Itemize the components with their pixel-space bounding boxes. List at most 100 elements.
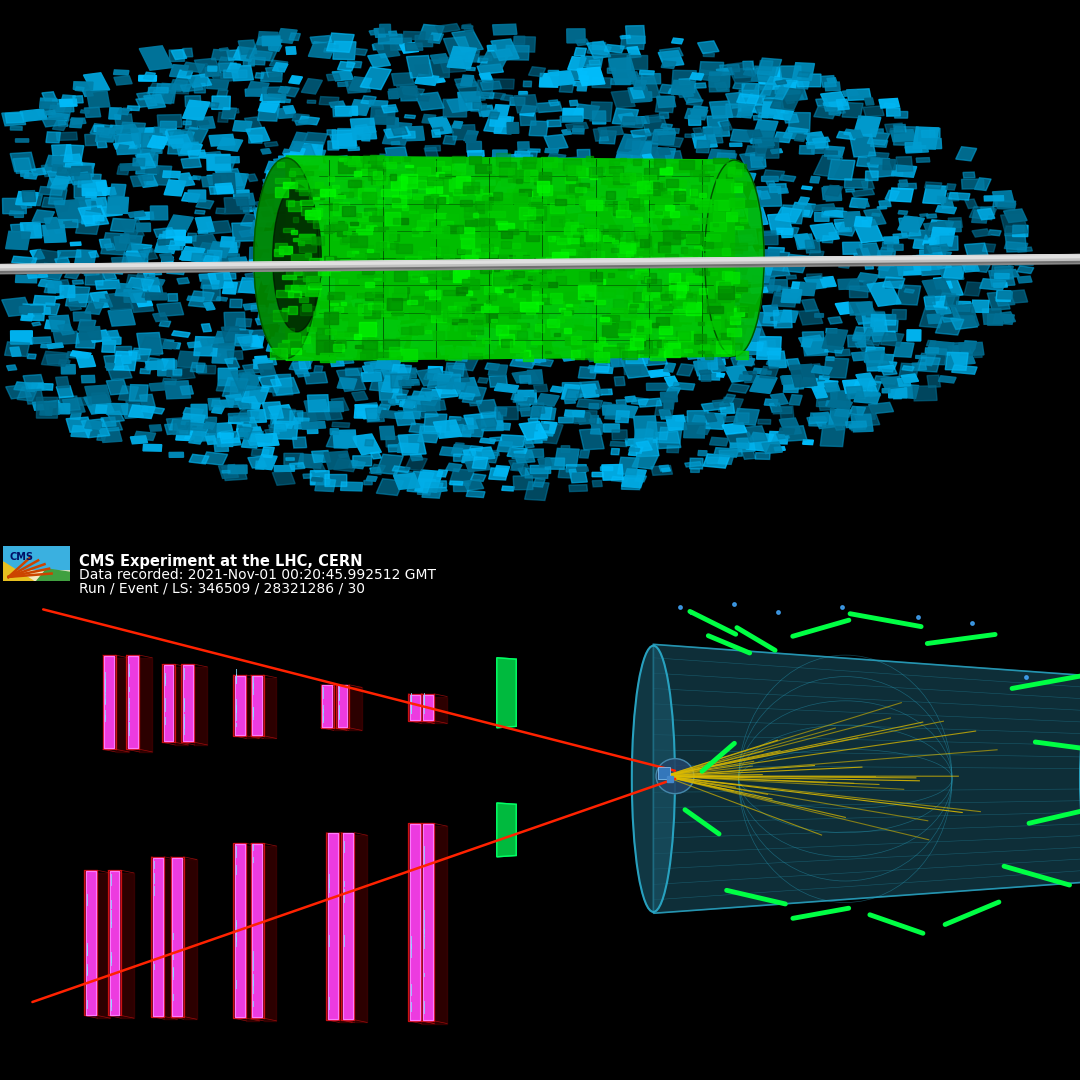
Bar	[675, 273, 689, 284]
Polygon shape	[103, 656, 116, 750]
Bar	[121, 219, 144, 238]
Bar	[665, 178, 691, 191]
Bar	[364, 208, 377, 215]
Bar	[198, 417, 217, 432]
Bar	[723, 422, 747, 434]
Bar	[225, 173, 248, 189]
Bar	[639, 70, 654, 75]
Bar	[535, 354, 545, 362]
Bar	[504, 289, 513, 293]
Bar	[354, 337, 367, 349]
Bar	[218, 464, 239, 478]
Bar	[593, 201, 611, 206]
Bar	[303, 272, 318, 282]
Bar	[578, 251, 594, 260]
Bar	[184, 407, 203, 416]
Bar	[324, 225, 335, 233]
Bar	[108, 309, 135, 326]
Bar	[323, 288, 335, 295]
Bar	[207, 174, 228, 185]
Polygon shape	[286, 156, 734, 361]
Bar	[260, 253, 285, 264]
Bar	[288, 307, 297, 314]
Bar	[341, 296, 352, 303]
Bar	[148, 282, 163, 295]
Bar	[465, 292, 472, 295]
Bar	[279, 156, 288, 160]
Bar	[337, 62, 355, 71]
Bar	[802, 440, 813, 445]
Bar	[324, 49, 336, 53]
Bar	[625, 170, 654, 191]
Bar	[435, 78, 445, 83]
Bar	[492, 181, 516, 198]
Bar	[365, 253, 379, 264]
Bar	[589, 418, 604, 428]
Bar	[605, 293, 616, 301]
Bar	[81, 419, 110, 437]
Bar	[268, 98, 275, 103]
Bar	[76, 199, 91, 210]
Bar	[424, 310, 430, 312]
Bar	[133, 159, 145, 166]
Bar	[612, 233, 621, 238]
Bar	[492, 24, 517, 35]
Bar	[535, 432, 548, 440]
Bar	[198, 117, 215, 129]
Bar	[712, 179, 735, 187]
Bar	[188, 150, 206, 158]
Bar	[698, 179, 708, 185]
Bar	[494, 167, 507, 178]
Bar	[534, 384, 548, 392]
Bar	[673, 184, 693, 190]
Bar	[168, 342, 180, 349]
Bar	[170, 65, 189, 78]
Bar	[770, 149, 783, 153]
Bar	[707, 149, 732, 165]
Bar	[252, 306, 265, 311]
Bar	[37, 397, 57, 418]
Bar	[604, 424, 620, 432]
Bar	[593, 129, 609, 141]
Bar	[561, 313, 575, 322]
Bar	[220, 138, 238, 150]
Bar	[225, 357, 240, 368]
Bar	[220, 241, 240, 247]
Bar	[269, 42, 278, 50]
Bar	[207, 151, 222, 159]
Bar	[637, 237, 647, 240]
Bar	[545, 351, 551, 353]
Bar	[692, 266, 707, 274]
Bar	[534, 332, 540, 337]
Bar	[307, 327, 316, 330]
Bar	[544, 153, 566, 168]
Bar	[2, 297, 32, 316]
Bar	[659, 409, 672, 419]
Bar	[571, 260, 578, 262]
Bar	[713, 158, 728, 163]
Bar	[753, 131, 774, 148]
Bar	[563, 219, 569, 224]
Bar	[918, 258, 942, 275]
Bar	[705, 353, 713, 360]
Bar	[402, 396, 426, 411]
Bar	[75, 397, 92, 405]
Bar	[338, 161, 355, 173]
Bar	[129, 351, 140, 360]
Bar	[489, 437, 502, 442]
Bar	[325, 328, 336, 334]
Bar	[782, 227, 799, 237]
Bar	[864, 208, 886, 226]
Bar	[265, 429, 280, 435]
Bar	[630, 176, 643, 185]
Bar	[136, 262, 157, 270]
Bar	[521, 307, 544, 321]
Bar	[669, 89, 680, 94]
Bar	[84, 107, 100, 118]
Bar	[834, 219, 852, 232]
Bar	[126, 278, 154, 289]
Bar	[501, 338, 512, 347]
Bar	[498, 255, 515, 261]
Bar	[368, 211, 378, 217]
Bar	[375, 201, 384, 206]
